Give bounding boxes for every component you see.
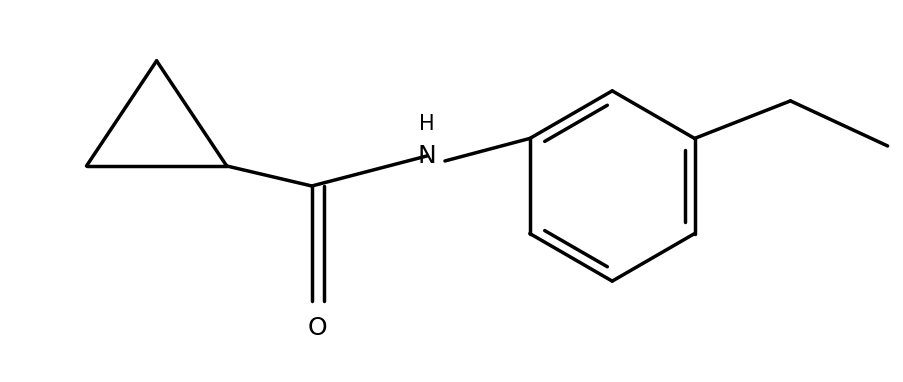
Text: H: H	[419, 114, 434, 134]
Text: O: O	[308, 316, 327, 340]
Text: N: N	[417, 144, 436, 168]
